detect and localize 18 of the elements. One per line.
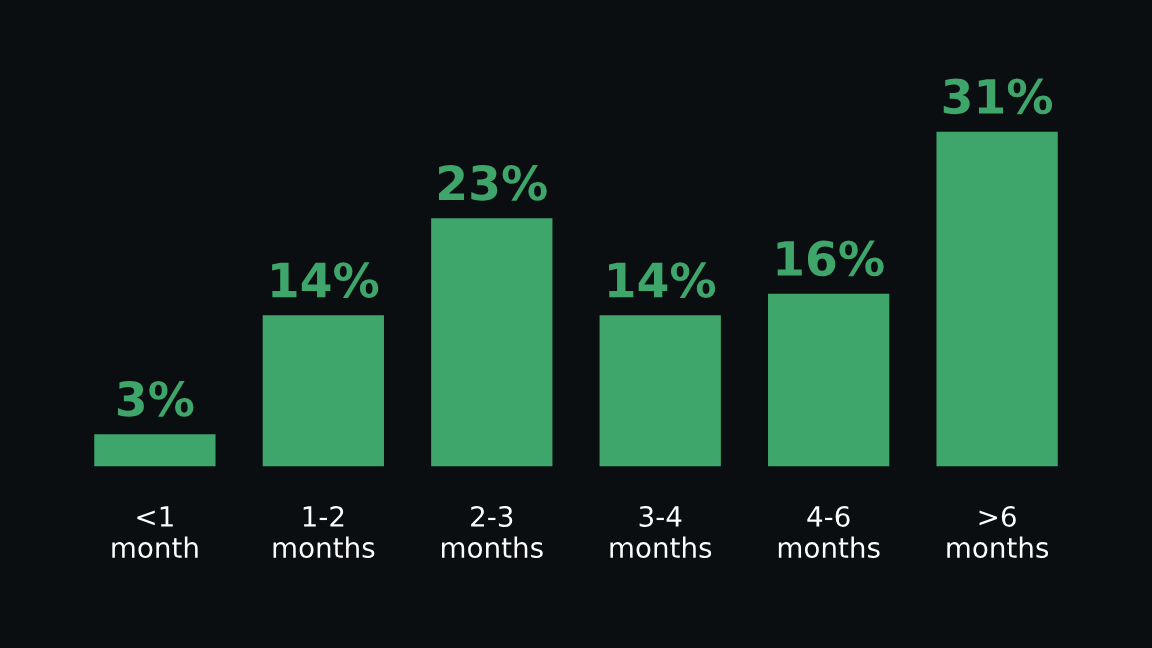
bar xyxy=(94,434,216,467)
data-label: 23% xyxy=(439,164,547,201)
x-tick-label: 2-3 months xyxy=(441,505,543,559)
data-label: 14% xyxy=(609,262,716,298)
data-label: 3% xyxy=(117,380,194,417)
x-tick-label: 3-4 months xyxy=(610,505,712,559)
data-label: 14% xyxy=(272,262,379,298)
x-tick-label: 1-2 months xyxy=(273,505,375,559)
bar xyxy=(599,315,721,467)
bar xyxy=(431,218,553,467)
x-tick-label: 4-6 months xyxy=(778,505,880,559)
data-label: 16% xyxy=(777,240,884,277)
data-label: 31% xyxy=(943,78,1053,115)
x-tick-label: <1 month xyxy=(112,506,198,559)
bar xyxy=(262,315,384,467)
bar xyxy=(768,293,890,467)
bar xyxy=(936,131,1058,467)
x-tick-label: >6 months xyxy=(947,505,1049,559)
